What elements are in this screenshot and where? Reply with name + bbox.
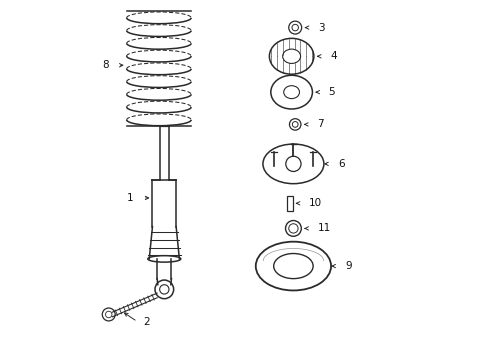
Text: 5: 5 — [329, 87, 335, 97]
Text: 3: 3 — [318, 23, 324, 33]
Text: 2: 2 — [143, 317, 149, 327]
Text: 1: 1 — [127, 193, 134, 203]
Text: 7: 7 — [317, 120, 324, 129]
Text: 10: 10 — [309, 198, 322, 208]
Bar — [287, 196, 293, 211]
Text: 9: 9 — [345, 261, 352, 271]
Text: 4: 4 — [330, 51, 337, 61]
Text: 11: 11 — [318, 224, 331, 233]
Text: 8: 8 — [102, 60, 109, 70]
Text: 6: 6 — [338, 159, 345, 169]
